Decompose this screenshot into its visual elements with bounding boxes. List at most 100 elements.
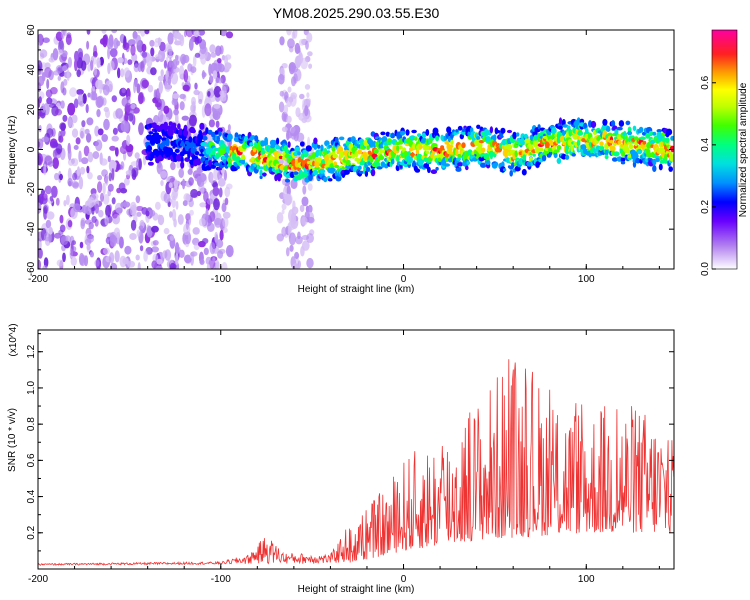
noise-blob [42,37,50,43]
spectrogram-x-tick-label: 100 [578,274,595,285]
ridge-blob [618,120,625,127]
noise-blob [163,105,170,115]
noise-blob [182,200,188,207]
ridge-blob [576,117,581,125]
ridge-blob [196,158,201,164]
noise-blob [172,186,179,199]
noise-blob [121,87,126,94]
snr-y-multiplier: (x10^4) [8,323,19,356]
ridge-blob [380,131,386,136]
noise-blob [304,84,311,90]
noise-blob [73,203,81,213]
noise-blob [138,158,142,171]
noise-blob [198,240,206,248]
ridge-blob [313,137,318,145]
noise-blob [65,63,69,71]
noise-blob [300,57,309,70]
ridge-blob [516,132,520,137]
noise-blob [67,177,73,187]
noise-blob [73,145,79,150]
ridge-blob [655,157,660,163]
noise-blob [130,103,136,110]
noise-blob [283,193,291,200]
noise-blob [283,104,289,115]
noise-blob [99,158,108,166]
ridge-blob [278,155,283,159]
ridge-blob [428,139,433,144]
noise-blob [169,57,172,69]
noise-blob [117,57,124,64]
noise-blob [213,103,221,109]
noise-blob [210,172,214,185]
noise-blob [222,216,229,228]
noise-blob [76,89,84,95]
noise-blob [133,80,137,94]
ridge-blob [567,138,574,147]
noise-blob [302,98,307,108]
noise-blob [185,193,191,203]
noise-blob [187,63,193,72]
ridge-blob [391,132,395,138]
noise-blob [292,214,297,225]
noise-blob [190,188,199,198]
noise-blob [41,193,48,201]
noise-blob [295,107,301,118]
ridge-blob [639,136,646,141]
ridge-blob [214,162,220,167]
snr-y-tick-label: 1.0 [26,381,37,395]
noise-blob [38,259,41,269]
noise-blob [115,207,123,214]
noise-blob [70,256,78,266]
noise-blob [304,105,309,117]
ridge-blob [506,129,513,134]
ridge-blob [554,149,560,153]
noise-blob [67,147,72,161]
noise-blob [98,209,104,218]
noise-blob [179,101,185,111]
ridge-blob [231,166,238,172]
ridge-blob [533,140,539,148]
noise-blob [194,82,198,90]
ridge-blob [538,147,544,152]
ridge-blob [204,159,210,165]
ridge-blob [271,140,278,146]
ridge-blob [602,118,608,126]
noise-blob [84,128,90,135]
noise-blob [215,234,219,246]
ridge-blob [632,125,637,131]
noise-blob [166,48,174,59]
noise-blob [143,250,148,262]
noise-blob [135,34,142,46]
snr-y-label: SNR (10 * v/v) [7,408,18,472]
ridge-blob [241,158,246,165]
ridge-blob [642,140,647,145]
noise-blob [183,69,189,83]
ridge-blob [334,136,339,143]
ridge-blob [579,118,585,124]
noise-blob [155,201,161,210]
ridge-blob [311,152,317,159]
noise-blob [69,248,74,260]
noise-blob [201,70,206,80]
ridge-blob [146,145,153,152]
ridge-blob [495,130,501,134]
noise-blob [199,259,205,265]
ridge-blob [551,127,557,135]
noise-blob [194,52,201,58]
ridge-blob [390,158,395,165]
noise-blob [187,75,191,84]
noise-blob [46,128,54,138]
ridge-blob [477,141,483,149]
spectrogram-y-label: Frequency (Hz) [7,116,18,185]
ridge-blob [427,166,431,173]
noise-blob [43,205,48,214]
noise-blob [130,219,137,231]
ridge-blob [334,164,340,169]
colorbar-frame [711,29,738,270]
noise-blob [157,214,162,222]
ridge-blob [661,137,667,143]
noise-blob [59,224,66,233]
noise-blob [80,219,85,230]
noise-blob [94,219,99,227]
noise-blob [95,79,103,90]
